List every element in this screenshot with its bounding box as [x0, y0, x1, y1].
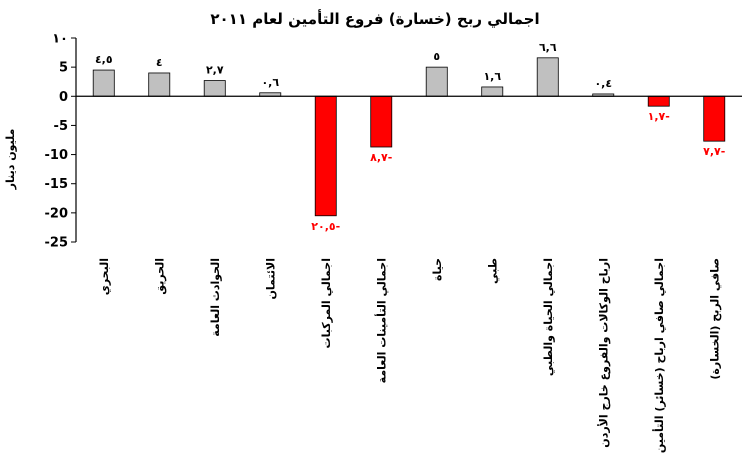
- x-category-label: اجمالي التأمينات العامة: [374, 258, 388, 383]
- data-label: ٢٠,٥-: [311, 220, 340, 233]
- bars: [92, 57, 726, 217]
- data-label: ١,٧-: [648, 110, 670, 123]
- chart-title: اجمالي ربح (خسارة) فروع التأمين لعام ٢٠١…: [210, 9, 539, 28]
- axes: [75, 38, 742, 242]
- x-category-label: طبي: [486, 258, 499, 284]
- bar: [481, 86, 504, 97]
- data-label: ٨,٧-: [370, 151, 392, 164]
- data-labels: ٤,٥ ٤ ٢,٧ ٠,٦ ٢٠,٥- ٨,٧- ٥ ١,٦ ٦,٦ ٠,٤ ١,٧- ٧,٧-: [95, 41, 725, 233]
- x-category-label: حياة: [431, 258, 444, 281]
- data-label: ٦,٦: [539, 41, 557, 54]
- bar: [314, 95, 337, 217]
- y-tick-label: -5: [54, 119, 68, 134]
- bar: [370, 95, 393, 148]
- x-category-label: البحري: [98, 258, 111, 295]
- data-label: ٥: [433, 50, 440, 63]
- data-label: ٠,٦: [261, 76, 279, 89]
- x-category-label: الحريق: [153, 258, 166, 295]
- y-tick-label: -20: [45, 206, 69, 221]
- x-category-label: الحوادث العامة: [209, 258, 222, 337]
- y-tick-label: -25: [45, 236, 69, 251]
- bar: [203, 80, 226, 97]
- bar: [536, 57, 559, 97]
- x-category-label: صافي الربح (الخسارة): [708, 258, 721, 380]
- y-axis-ticks: ١٠ 5 0 -5 -10 -15 -20 -25: [45, 32, 76, 251]
- data-label: ٧,٧-: [703, 145, 725, 158]
- data-label: ٠,٤: [594, 77, 612, 90]
- bar: [647, 95, 670, 107]
- bar: [92, 69, 115, 97]
- x-category-label: ارباح الوكالات والفروع خارج الأردن: [596, 258, 611, 448]
- y-tick-label: 5: [59, 61, 68, 76]
- bar: [148, 72, 171, 97]
- bar: [425, 66, 448, 97]
- x-category-label: اجمالي صافي ارباح (خسائر) التأمين: [652, 258, 666, 453]
- x-axis-labels: البحري الحريق الحوادث العامة الائتمان اجمالي…: [98, 258, 722, 453]
- y-tick-label: -10: [45, 148, 69, 163]
- x-category-label: اجمالي الحياة والطبي: [542, 258, 555, 376]
- x-category-label: الائتمان: [264, 258, 277, 299]
- bar: [703, 95, 726, 142]
- x-category-label: اجمالي المركبات: [320, 258, 333, 348]
- y-tick-label: ١٠: [52, 32, 68, 47]
- y-tick-label: 0: [59, 90, 68, 105]
- data-label: ٤,٥: [95, 53, 113, 66]
- data-label: ٤: [156, 56, 163, 69]
- y-axis-label: مليون دينار: [4, 129, 17, 191]
- data-label: ٢,٧: [206, 64, 224, 77]
- data-label: ١,٦: [483, 70, 501, 83]
- y-tick-label: -15: [45, 177, 69, 192]
